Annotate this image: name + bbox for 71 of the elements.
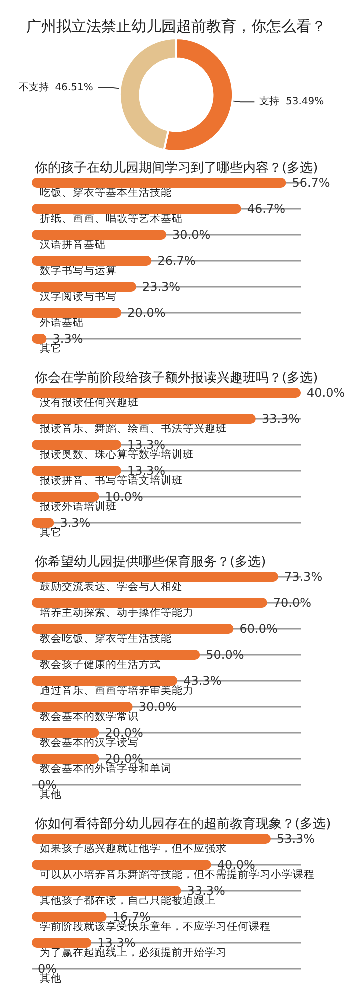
- y-tick-label: 教会吃饭、穿衣等生活技能: [40, 632, 172, 645]
- y-tick-label: 吃饭、穿衣等基本生活技能: [40, 186, 172, 199]
- y-tick-label: 其它: [40, 526, 62, 539]
- bar: [32, 440, 122, 450]
- y-tick-label: 数字书写与运算: [40, 264, 117, 277]
- bar: [32, 912, 107, 922]
- data-label: 3.3%: [60, 516, 91, 530]
- y-tick-label: 教会基本的汉字读写: [40, 736, 139, 749]
- data-label: 60.0%: [240, 622, 278, 636]
- bar: [32, 308, 122, 318]
- data-label: 30.0%: [172, 228, 211, 242]
- data-label: 73.3%: [284, 570, 323, 584]
- y-tick-label: 教会孩子健康的生活方式: [40, 658, 161, 671]
- y-tick-label: 报读奥数、珠心算等数学培训班: [39, 448, 194, 461]
- data-label: 33.3%: [262, 412, 300, 426]
- bar: [32, 204, 242, 214]
- data-label: 26.7%: [158, 254, 196, 268]
- chart-title: 广州拟立法禁止幼儿园超前教育，你怎么看？: [26, 18, 326, 36]
- bar: [32, 178, 286, 188]
- bar: [32, 256, 152, 266]
- bar: [32, 388, 301, 398]
- chart-title: 你的孩子在幼儿园期间学习到了哪些内容？(多选): [34, 160, 318, 176]
- y-tick-label: 为了赢在起跑线上，必须提前开始学习: [40, 946, 227, 959]
- y-tick-label: 外语基础: [40, 316, 84, 329]
- data-label: 30.0%: [138, 700, 177, 714]
- bar: [32, 938, 92, 948]
- data-label: 40.0%: [307, 386, 346, 400]
- chart-title: 你希望幼儿园提供哪些保育服务？(多选): [34, 554, 266, 570]
- bar: [32, 728, 100, 738]
- chart-title: 你会在学前阶段给孩子额外报读兴趣班吗？(多选): [34, 371, 318, 386]
- y-tick-label: 鼓励交流表达、学会与人相处: [40, 580, 183, 593]
- bar: [32, 414, 256, 424]
- data-label: 53.3%: [276, 832, 316, 846]
- bar: [32, 702, 133, 712]
- y-tick-label: 其他: [40, 788, 62, 801]
- bar: [32, 754, 100, 764]
- bar: [32, 282, 136, 292]
- y-tick-label: 学前阶段就该享受快乐童年，不应学习任何课程: [40, 920, 271, 933]
- y-tick-label: 如果孩子感兴趣就让他学，但不应强求: [40, 842, 227, 855]
- y-tick-label: 教会基本的外语字母和单词: [40, 762, 172, 775]
- y-tick-label: 汉字阅读与书写: [40, 290, 117, 303]
- y-tick-label: 其他: [40, 972, 62, 985]
- bar: [32, 624, 234, 634]
- data-label: 20.0%: [128, 306, 166, 320]
- bar: [32, 230, 166, 240]
- bar: [32, 466, 122, 476]
- bar: [32, 598, 268, 608]
- data-label: 56.7%: [292, 176, 330, 190]
- data-label: 50.0%: [206, 648, 244, 662]
- data-label: 70.0%: [273, 596, 312, 610]
- slice-label: 支持 53.49%: [260, 96, 324, 108]
- bar: [32, 860, 212, 870]
- y-tick-label: 报读音乐、舞蹈、绘画、书法等兴趣班: [39, 422, 227, 435]
- bar: [32, 492, 100, 502]
- data-label: 46.7%: [247, 202, 286, 216]
- y-tick-label: 汉语拼音基础: [40, 238, 106, 251]
- y-tick-label: 没有报读任何兴趣班: [40, 396, 139, 409]
- chart-title: 你如何看待部分幼儿园存在的超前教育现象？(多选): [34, 816, 332, 832]
- y-tick-label: 报读拼音、书写等语文培训班: [39, 474, 183, 487]
- y-tick-label: 教会基本的数学常识: [40, 710, 139, 723]
- y-tick-label: 其他孩子都在读，自己只能被迫跟上: [40, 894, 216, 907]
- data-label: 23.3%: [142, 280, 181, 294]
- y-tick-label: 报读外语培训班: [39, 500, 117, 513]
- bar: [32, 676, 178, 686]
- bar: [32, 886, 182, 896]
- y-tick-label: 可以从小培养音乐舞蹈等技能，但不需提前学习小学课程: [40, 868, 315, 881]
- bar: [32, 834, 271, 844]
- bar: [32, 650, 200, 660]
- y-tick-label: 其它: [40, 342, 62, 355]
- bar: [32, 572, 278, 582]
- slice-label: 不支持 46.51%: [18, 81, 94, 94]
